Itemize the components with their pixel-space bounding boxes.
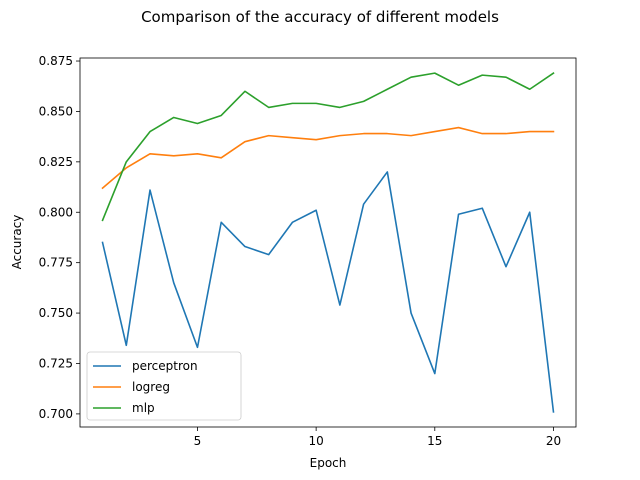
series-line-logreg xyxy=(101,126,555,190)
x-tick-label: 20 xyxy=(546,434,561,448)
y-tick-label: 0.825 xyxy=(39,155,73,169)
legend-label-perceptron: perceptron xyxy=(132,359,198,373)
series-line-perceptron xyxy=(101,171,555,413)
y-tick-label: 0.700 xyxy=(39,407,73,421)
y-tick-label: 0.775 xyxy=(39,256,73,270)
y-axis-label: Accuracy xyxy=(10,215,24,270)
y-axis-ticks: 0.700 0.725 0.750 0.775 0.800 0.825 0.850 0.875 xyxy=(39,54,80,421)
legend: perceptron logreg mlp xyxy=(86,351,242,421)
series-line-mlp xyxy=(101,72,555,222)
y-tick-label: 0.800 xyxy=(39,205,73,219)
legend-label-mlp: mlp xyxy=(132,401,155,415)
legend-items: perceptron logreg mlp xyxy=(93,359,198,415)
y-tick-label: 0.850 xyxy=(39,104,73,118)
y-tick-label: 0.875 xyxy=(39,54,73,68)
x-axis-ticks: 5 10 15 20 xyxy=(194,427,561,448)
x-tick-label: 5 xyxy=(194,434,202,448)
chart-title: Comparison of the accuracy of different … xyxy=(141,8,499,26)
legend-box xyxy=(86,351,242,421)
x-tick-label: 10 xyxy=(308,434,323,448)
y-tick-label: 0.750 xyxy=(39,306,73,320)
x-axis-label: Epoch xyxy=(310,456,347,470)
legend-label-logreg: logreg xyxy=(132,380,170,394)
plot-area-frame xyxy=(79,57,577,428)
y-tick-label: 0.725 xyxy=(39,356,73,370)
series-layer xyxy=(101,72,555,413)
x-tick-label: 15 xyxy=(427,434,442,448)
